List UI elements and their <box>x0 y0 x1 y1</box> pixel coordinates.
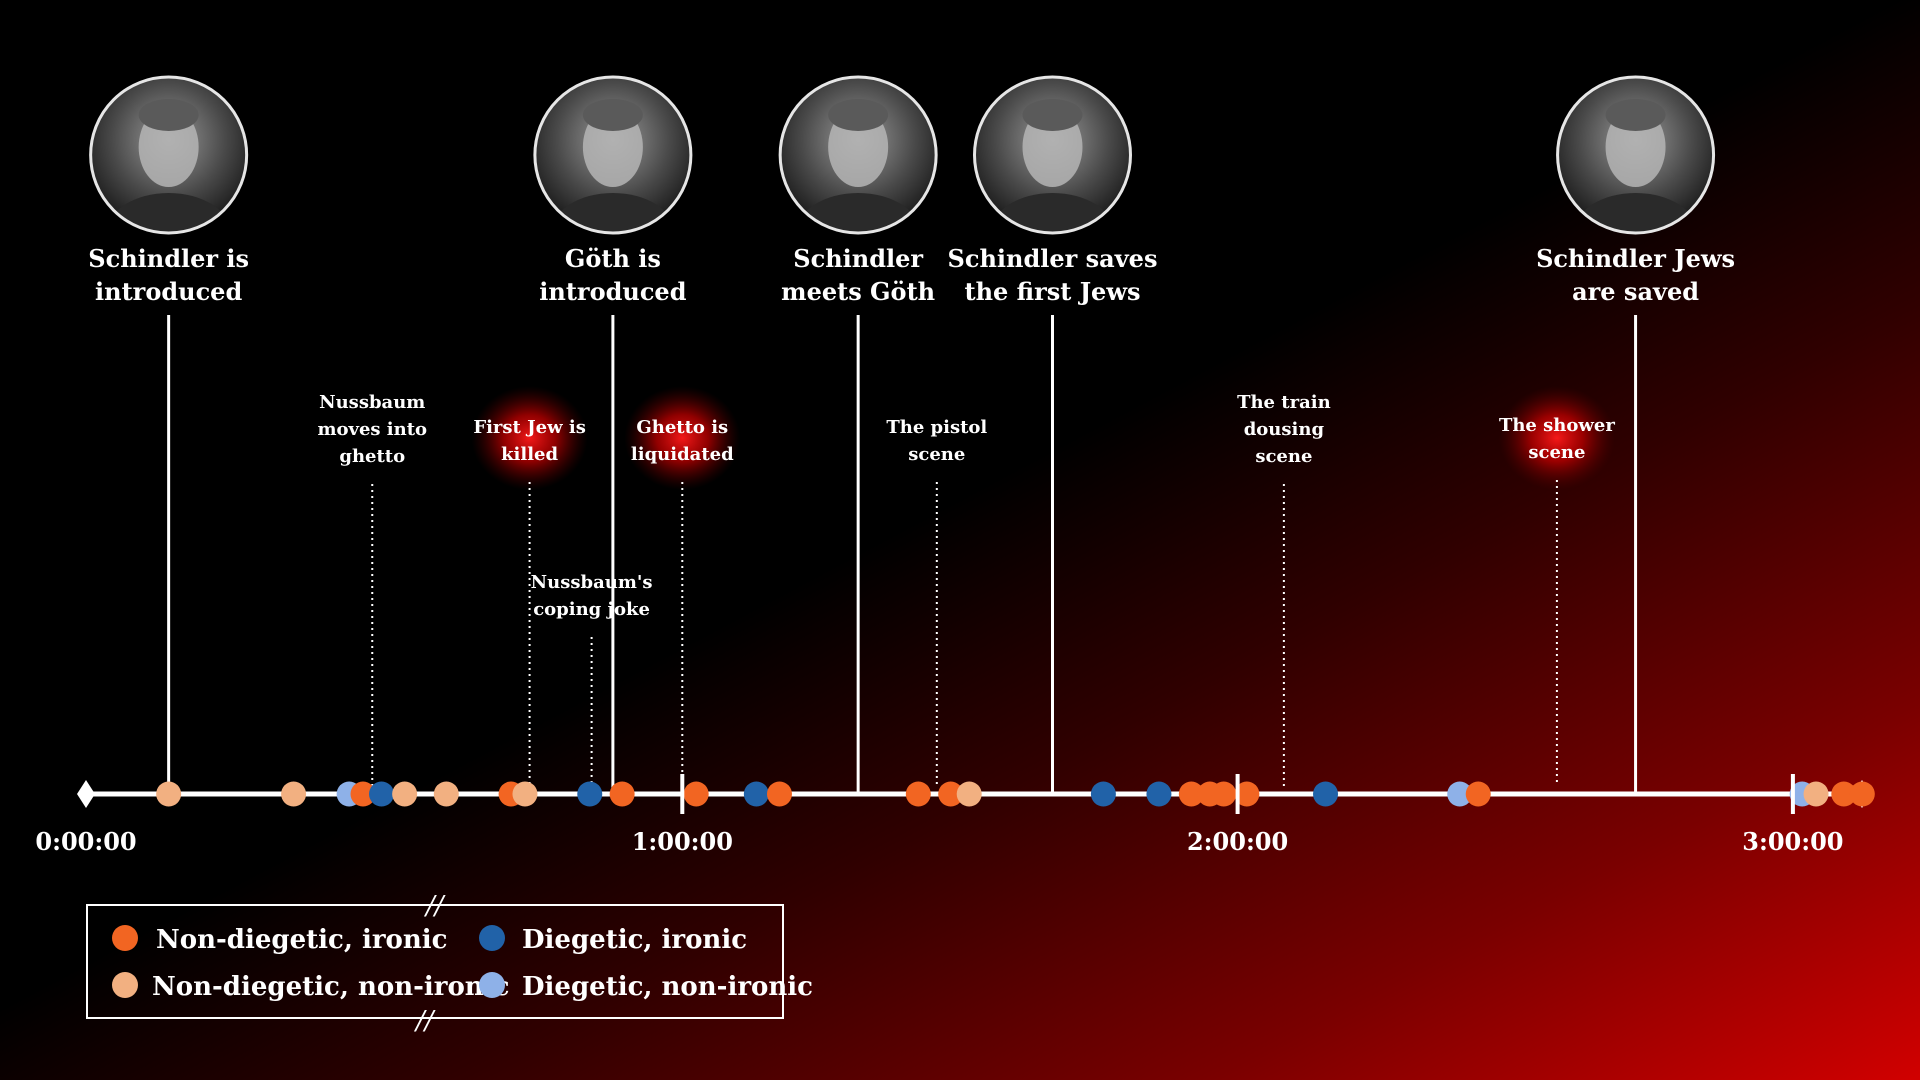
schindler-speech-still <box>1556 75 1716 235</box>
minor-event-label-nussbaum-s-coping-joke: Nussbaum's coping joke <box>531 572 653 620</box>
tick-label-3-00-00: 3:00:00 <box>1742 827 1843 856</box>
cue-point-non-diegetic-ironic <box>766 781 792 807</box>
cue-point-non-diegetic-non-ironic <box>392 781 418 807</box>
major-event-label-g-th-is-introduced: Göth is introduced <box>539 244 686 306</box>
cue-point-diegetic-ironic <box>577 781 603 807</box>
cue-point-non-diegetic-ironic <box>1178 781 1204 807</box>
cue-point-non-diegetic-ironic <box>1831 781 1857 807</box>
cue-point-diegetic-non-ironic <box>1447 781 1473 807</box>
office-still <box>973 75 1132 235</box>
cue-point-diegetic-ironic <box>1313 781 1339 807</box>
major-event-label-schindler-is-introduced: Schindler is introduced <box>88 244 249 306</box>
glow-the-shower-scene <box>1498 386 1615 490</box>
cue-point-non-diegetic-ironic <box>683 781 709 807</box>
legend-label-non-diegetic-non-ironic: Non-diegetic, non-ironic <box>152 972 509 1002</box>
music-cue-points <box>156 781 1875 807</box>
time-tick-labels: 0:00:00 1:00:00 2:00:00 3:00:00 <box>35 774 1844 856</box>
cue-point-non-diegetic-ironic <box>905 781 931 807</box>
minor-event-label-the-pistol-scene: The pistol scene <box>886 417 987 465</box>
cue-point-diegetic-ironic <box>1090 781 1116 807</box>
legend-label-diegetic-non-ironic: Diegetic, non-ironic <box>522 972 813 1002</box>
major-event-label-schindler-jews-are-saved: Schindler Jews are saved <box>1536 244 1735 306</box>
cue-point-non-diegetic-non-ironic <box>1803 781 1829 807</box>
cue-point-diegetic-ironic <box>369 781 395 807</box>
tick-label-1-00-00: 1:00:00 <box>632 827 733 856</box>
cue-point-non-diegetic-non-ironic <box>281 781 307 807</box>
tick-label-2-00-00: 2:00:00 <box>1187 827 1288 856</box>
cue-point-non-diegetic-ironic <box>1465 781 1491 807</box>
cue-point-non-diegetic-non-ironic <box>956 781 982 807</box>
cue-point-non-diegetic-ironic <box>1234 781 1260 807</box>
glow-ghetto-is-liquidated <box>624 386 741 490</box>
cue-point-non-diegetic-non-ironic <box>156 781 182 807</box>
cue-point-diegetic-ironic <box>743 781 769 807</box>
highlight-glow-layer <box>471 386 1615 490</box>
legend-label-diegetic-ironic: Diegetic, ironic <box>522 925 747 955</box>
cue-point-non-diegetic-non-ironic <box>512 781 538 807</box>
legend-swatch-non-diegetic-ironic <box>112 925 138 951</box>
schindler-portrait <box>89 75 249 235</box>
event-layer: Nussbaum moves into ghetto First Jew is kill… <box>88 75 1735 794</box>
cue-point-non-diegetic-ironic <box>1211 781 1237 807</box>
cue-point-non-diegetic-ironic <box>350 781 376 807</box>
tick-label-0-00-00: 0:00:00 <box>35 827 136 856</box>
cue-point-non-diegetic-ironic <box>609 781 635 807</box>
cue-point-diegetic-ironic <box>1146 781 1172 807</box>
axis-start-diamond <box>77 780 95 808</box>
legend-swatch-non-diegetic-non-ironic <box>112 972 138 998</box>
legend-box <box>86 904 784 1019</box>
legend-break-mark-bottom: // <box>413 1006 436 1036</box>
cue-point-non-diegetic-ironic <box>938 781 964 807</box>
major-event-label-schindler-saves-the-first-jews: Schindler saves the first Jews <box>948 244 1158 306</box>
major-event-label-schindler-meets-g-th: Schindler meets Göth <box>781 244 935 306</box>
minor-event-label-nussbaum-moves-into-ghetto: Nussbaum moves into ghetto <box>317 392 427 467</box>
legend-swatch-diegetic-non-ironic <box>479 972 505 998</box>
legend-break-mark-top: // <box>423 891 446 921</box>
minor-event-label-first-jew-is-killed: First Jew is killed <box>473 417 586 465</box>
goth-portrait <box>533 75 693 235</box>
legend: // // Non-diegetic, ironic Diegetic, iro… <box>86 891 813 1036</box>
minor-event-label-the-shower-scene: The shower scene <box>1499 415 1615 463</box>
meeting-still <box>778 75 938 235</box>
cue-point-non-diegetic-ironic <box>1849 781 1875 807</box>
cue-point-non-diegetic-non-ironic <box>433 781 459 807</box>
minor-event-label-the-train-dousing-scene: The train dousing scene <box>1237 392 1331 467</box>
legend-label-non-diegetic-ironic: Non-diegetic, ironic <box>156 925 447 955</box>
glow-first-jew-is-killed <box>471 386 588 490</box>
legend-swatch-diegetic-ironic <box>479 925 505 951</box>
minor-event-label-ghetto-is-liquidated: Ghetto is liquidated <box>631 417 734 465</box>
